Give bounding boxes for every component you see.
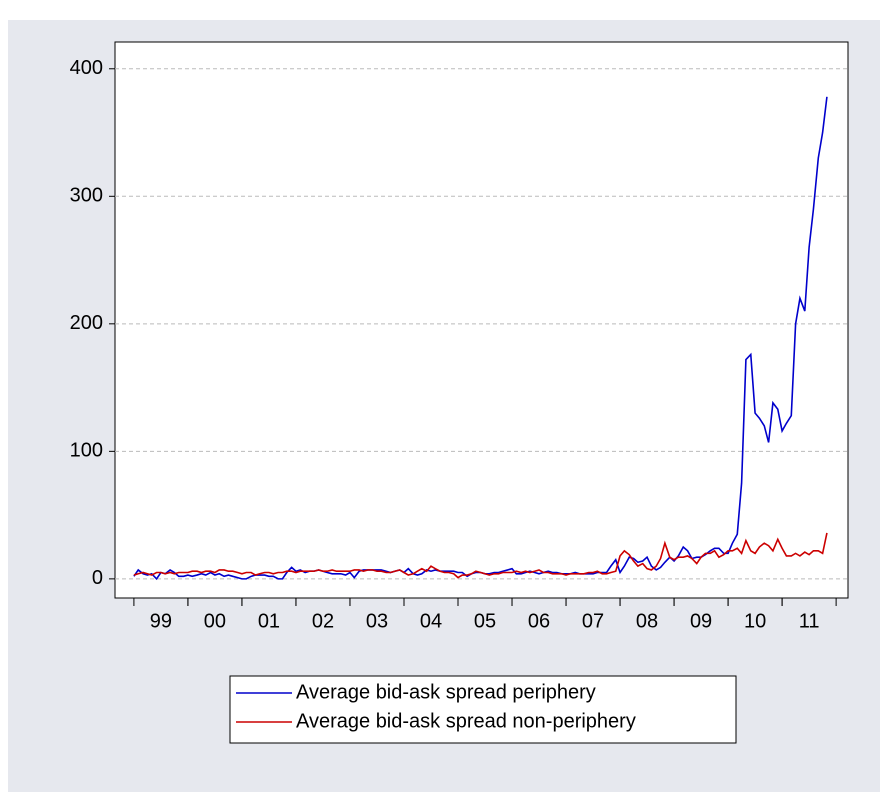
y-tick-label: 0 — [92, 567, 103, 589]
x-tick-label: 01 — [258, 610, 280, 632]
x-tick-label: 99 — [150, 610, 172, 632]
x-tick-label: 05 — [474, 610, 496, 632]
legend-label: Average bid-ask spread non-periphery — [296, 710, 636, 732]
x-tick-label: 06 — [528, 610, 550, 632]
x-tick-label: 03 — [366, 610, 388, 632]
y-tick-label: 400 — [70, 57, 103, 79]
x-tick-label: 07 — [582, 610, 604, 632]
x-tick-label: 04 — [420, 610, 442, 632]
x-tick-label: 08 — [636, 610, 658, 632]
y-tick-label: 300 — [70, 185, 103, 207]
legend — [229, 675, 737, 744]
x-tick-label: 00 — [204, 610, 226, 632]
y-tick-label: 200 — [70, 312, 103, 334]
legend-label: Average bid-ask spread periphery — [296, 681, 596, 703]
x-tick-label: 11 — [799, 610, 820, 632]
series-line — [133, 532, 828, 579]
y-tick-label: 100 — [70, 440, 103, 462]
x-tick-label: 09 — [690, 610, 712, 632]
x-tick-label: 02 — [312, 610, 334, 632]
plot-area — [114, 41, 849, 599]
x-tick-label: 10 — [744, 610, 766, 632]
